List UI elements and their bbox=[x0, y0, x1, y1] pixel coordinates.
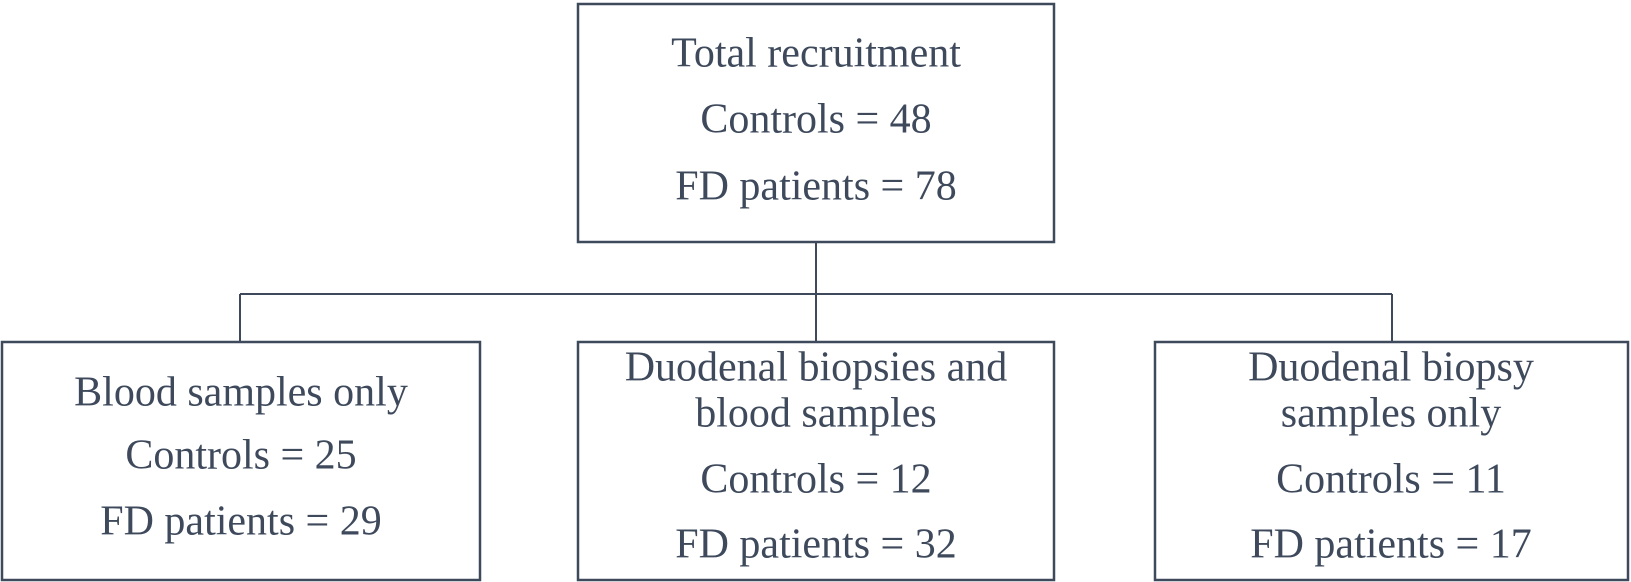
box bbox=[576, 340, 1056, 582]
box-label: Blood samples only bbox=[74, 370, 408, 416]
box-label: Total recruitment bbox=[671, 31, 961, 77]
box-label: Controls = 11 bbox=[1276, 457, 1506, 503]
box bbox=[1153, 340, 1630, 582]
box bbox=[576, 2, 1056, 244]
box-label: FD patients = 78 bbox=[675, 164, 957, 210]
box-label: samples only bbox=[1281, 391, 1501, 437]
box-label: Duodenal biopsy bbox=[1248, 345, 1534, 391]
box-label: FD patients = 29 bbox=[100, 499, 382, 545]
box-label: Controls = 48 bbox=[700, 97, 931, 143]
box-label: FD patients = 32 bbox=[675, 522, 957, 568]
box bbox=[0, 340, 482, 582]
box-label: FD patients = 17 bbox=[1250, 522, 1532, 568]
box-label: Controls = 25 bbox=[125, 433, 356, 479]
box-label: Duodenal biopsies and bbox=[625, 345, 1008, 391]
box-label: blood samples bbox=[695, 391, 936, 437]
box-label: Controls = 12 bbox=[700, 457, 931, 503]
